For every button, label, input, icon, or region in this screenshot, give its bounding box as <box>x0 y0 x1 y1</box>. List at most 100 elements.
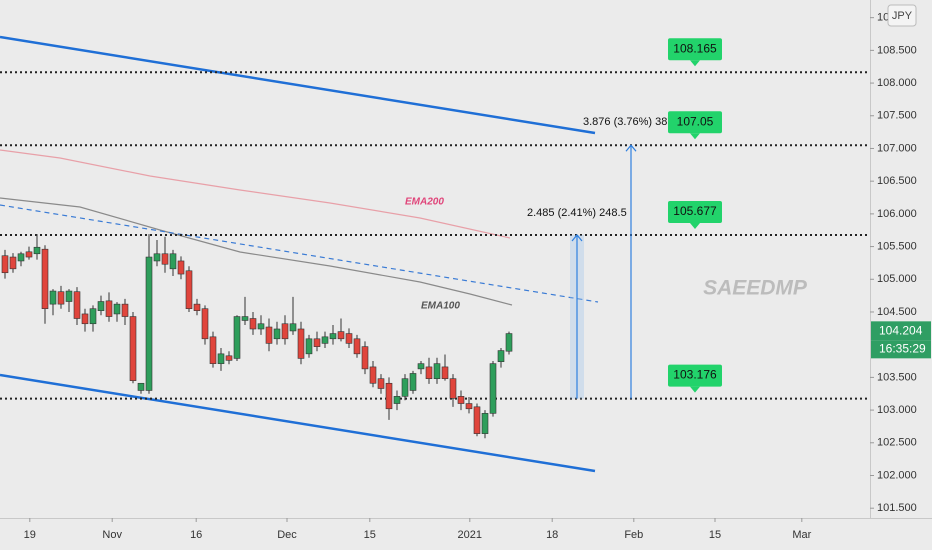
y-tick-label: 106.500 <box>877 175 917 187</box>
level-label-box <box>668 111 722 134</box>
y-tick-label: 102.500 <box>877 437 917 449</box>
candle-body <box>313 338 321 347</box>
candle-body <box>105 300 113 317</box>
candle-body <box>257 323 265 330</box>
candle-body <box>297 328 305 359</box>
candle-body <box>385 382 393 410</box>
x-tick-label: 16 <box>190 529 202 541</box>
x-tick-label: 18 <box>546 529 558 541</box>
candle-body <box>97 301 105 311</box>
currency-label: JPY <box>892 10 913 22</box>
candle-body <box>241 316 249 321</box>
candle-body <box>17 253 25 262</box>
candle-body <box>449 378 457 399</box>
candle-body <box>289 323 297 332</box>
ema-label: EMA200 <box>405 197 444 208</box>
y-tick-label: 105.500 <box>877 240 917 252</box>
candle-body <box>321 336 329 344</box>
level-label-box <box>668 38 722 61</box>
ema100-line <box>0 197 513 306</box>
x-tick-label: 19 <box>24 529 36 541</box>
candle-body <box>489 363 497 414</box>
candle-body <box>497 350 505 362</box>
y-tick-label: 103.000 <box>877 404 917 416</box>
channel-lower <box>0 373 596 473</box>
candle-body <box>281 323 289 340</box>
x-tick-label: Nov <box>102 529 122 541</box>
candle-body <box>345 333 353 344</box>
arrow-head <box>625 144 637 152</box>
candle-body <box>129 316 137 381</box>
x-tick-label: Mar <box>792 529 811 541</box>
candle-body <box>473 406 481 434</box>
candle-body <box>113 303 121 315</box>
candle-body <box>505 333 513 352</box>
candle-body <box>329 333 337 340</box>
currency-button <box>887 4 917 27</box>
candle-body <box>57 291 65 305</box>
x-tick-label: 15 <box>364 529 376 541</box>
candle-body <box>377 378 385 389</box>
last-price-box <box>871 321 931 341</box>
level-label-pointer <box>690 133 700 140</box>
candle-body <box>273 328 281 340</box>
candle-body <box>353 338 361 355</box>
y-tick-label: 107.500 <box>877 110 917 122</box>
candle-body <box>417 363 425 370</box>
candle-body <box>193 303 201 311</box>
y-tick-label: 107.000 <box>877 142 917 154</box>
candle-body <box>249 318 257 330</box>
arrow-head <box>571 234 583 242</box>
x-tick-label: 2021 <box>458 529 482 541</box>
candle-body <box>425 366 433 379</box>
level-label-pointer <box>690 60 700 67</box>
x-tick-label: Feb <box>624 529 643 541</box>
candle-body <box>441 366 449 379</box>
level-label: 107.05 <box>668 111 722 140</box>
level-label-pointer <box>690 222 700 229</box>
candle-body <box>121 303 129 317</box>
candle-body <box>409 373 417 391</box>
candle-body <box>89 308 97 325</box>
y-tick-label: 108.000 <box>877 77 917 89</box>
x-tick-label: Dec <box>277 529 297 541</box>
candle-body <box>145 256 153 391</box>
y-tick-label: 102.000 <box>877 469 917 481</box>
candle-body <box>225 355 233 361</box>
level-label: 105.677 <box>668 200 722 229</box>
candle-body <box>233 316 241 359</box>
candle-body <box>361 346 369 370</box>
candle-body <box>401 378 409 397</box>
y-tick-label: 104.500 <box>877 306 917 318</box>
candle-body <box>185 270 193 310</box>
level-label: 108.165 <box>668 38 722 67</box>
last-price-label: 104.204 <box>879 324 923 338</box>
candle-body <box>81 313 89 325</box>
candle-body <box>73 291 81 319</box>
candle-body <box>337 331 345 340</box>
candle-body <box>1 255 9 274</box>
candle-body <box>369 366 377 384</box>
x-tick-label: 15 <box>709 529 721 541</box>
candle-body <box>33 246 41 255</box>
y-tick-label: 105.000 <box>877 273 917 285</box>
ema-label: EMA100 <box>421 301 460 312</box>
candle-body <box>465 403 473 410</box>
watermark: SAEEDMP <box>703 277 808 300</box>
y-tick-label: 108.500 <box>877 44 917 56</box>
candle-body <box>161 253 169 265</box>
level-label: 103.176 <box>668 364 722 393</box>
candle-body <box>457 396 465 404</box>
y-tick-label: 101.500 <box>877 502 917 514</box>
level-label-box <box>668 364 722 387</box>
candle-body <box>65 290 73 302</box>
candle-body <box>209 336 217 364</box>
ema200-line <box>0 149 511 239</box>
candle-body <box>481 413 489 434</box>
candle-body <box>177 260 185 275</box>
candle-body <box>393 396 401 404</box>
y-tick-label: 103.500 <box>877 371 917 383</box>
candle-body <box>137 382 145 391</box>
